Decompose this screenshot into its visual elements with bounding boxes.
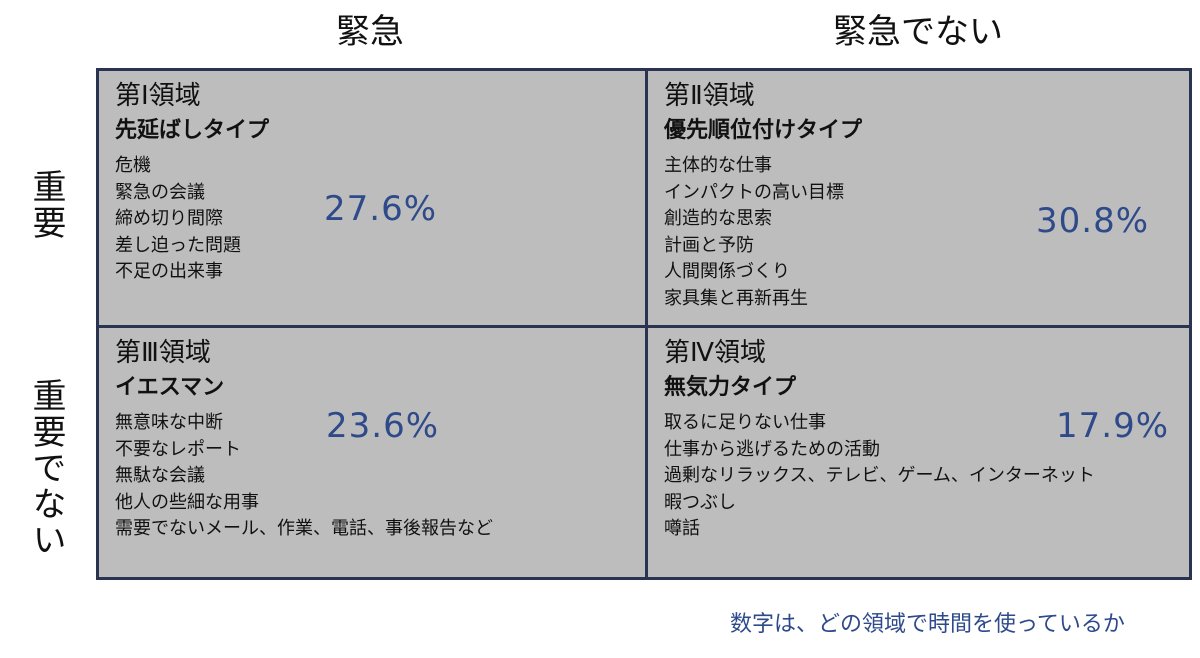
quadrant-item: 計画と予防 <box>664 234 754 256</box>
quadrant-item: 無意味な中断 <box>115 412 223 433</box>
quadrant-item: 需要でないメール、作業、電話、事後報告など <box>115 518 493 539</box>
quadrant-4: 第Ⅳ領域 無気力タイプ 取るに足りない仕事 仕事から逃げるための活動 過剰なリラ… <box>648 328 1189 577</box>
quadrant-title: 第Ⅲ領域 <box>115 338 211 368</box>
quadrant-1: 第Ⅰ領域 先延ばしタイプ 危機 緊急の会議 締め切り間際 差し迫った問題 不足の… <box>99 71 645 325</box>
quadrant-3: 第Ⅲ領域 イエスマン 無意味な中断 不要なレポート 無駄な会議 他人の些細な用事… <box>99 328 645 577</box>
quadrant-item: 無駄な会議 <box>115 465 205 486</box>
quadrant-type: イエスマン <box>115 375 225 400</box>
quadrant-item: 取るに足りない仕事 <box>664 412 826 433</box>
quadrant-item-list: 危機 緊急の会議 締め切り間際 差し迫った問題 不足の出来事 <box>115 153 241 286</box>
quadrant-item: 差し迫った問題 <box>115 234 241 256</box>
row-header-important: 重要 <box>26 169 66 241</box>
column-header-not-urgent: 緊急でない <box>833 12 1003 52</box>
quadrant-item: 不要なレポート <box>115 438 241 460</box>
quadrant-item: 家具集と再新再生 <box>664 287 808 309</box>
quadrant-item-list: 主体的な仕事 インパクトの高い目標 創造的な思索 計画と予防 人間関係づくり 家… <box>664 153 844 312</box>
quadrant-item: 危機 <box>115 155 151 176</box>
column-header-urgent: 緊急 <box>336 12 404 52</box>
quadrant-percentage: 27.6% <box>324 189 438 229</box>
quadrant-item: 締め切り間際 <box>115 208 223 229</box>
quadrant-item: 噂話 <box>664 518 700 539</box>
footnote: 数字は、どの領域で時間を使っているか <box>730 612 1125 637</box>
vertical-divider <box>645 71 648 577</box>
quadrant-item: 暇つぶし <box>664 491 736 513</box>
quadrant-item: 緊急の会議 <box>115 181 205 203</box>
quadrant-title: 第Ⅱ領域 <box>664 81 755 111</box>
quadrant-item-list: 無意味な中断 不要なレポート 無駄な会議 他人の些細な用事 需要でないメール、作… <box>115 410 493 543</box>
quadrant-type: 先延ばしタイプ <box>115 118 270 143</box>
quadrant-item: 不足の出来事 <box>115 261 223 282</box>
quadrant-title: 第Ⅳ領域 <box>664 338 766 368</box>
quadrant-percentage: 17.9% <box>1056 406 1170 446</box>
quadrant-item: 過剰なリラックス、テレビ、ゲーム、インターネット <box>664 465 1095 486</box>
quadrant-item-list: 取るに足りない仕事 仕事から逃げるための活動 過剰なリラックス、テレビ、ゲーム、… <box>664 410 1095 543</box>
horizontal-divider <box>99 325 1189 328</box>
quadrant-item: 主体的な仕事 <box>664 155 772 176</box>
quadrant-item: インパクトの高い目標 <box>664 181 844 203</box>
quadrant-2: 第Ⅱ領域 優先順位付けタイプ 主体的な仕事 インパクトの高い目標 創造的な思索 … <box>648 71 1189 325</box>
quadrant-percentage: 30.8% <box>1036 201 1150 241</box>
quadrant-item: 人間関係づくり <box>664 261 790 282</box>
quadrant-percentage: 23.6% <box>326 406 440 446</box>
row-header-not-important: 重要でない <box>26 377 66 558</box>
quadrant-title: 第Ⅰ領域 <box>115 81 201 111</box>
quadrant-type: 優先順位付けタイプ <box>664 118 863 143</box>
quadrant-item: 創造的な思索 <box>664 208 772 229</box>
quadrant-item: 他人の些細な用事 <box>115 491 259 513</box>
quadrant-type: 無気力タイプ <box>664 375 797 400</box>
quadrant-item: 仕事から逃げるための活動 <box>664 438 880 460</box>
priority-matrix: 第Ⅰ領域 先延ばしタイプ 危機 緊急の会議 締め切り間際 差し迫った問題 不足の… <box>96 68 1192 580</box>
